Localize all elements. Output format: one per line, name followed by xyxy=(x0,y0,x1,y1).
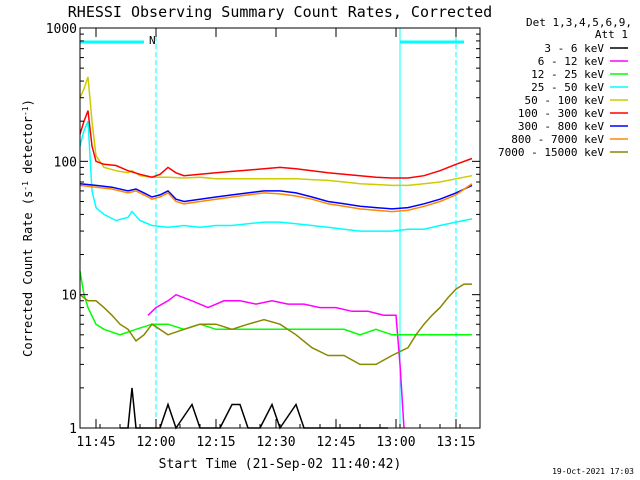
y-axis-label-sup1: -1 xyxy=(21,181,30,191)
series-line-7 xyxy=(79,183,473,213)
y-tick-label-1: 10 xyxy=(61,289,77,304)
x-tick-label-1: 12:00 xyxy=(136,435,175,450)
attenuator-flag: N xyxy=(149,34,156,47)
legend-label-7: 800 - 7000 keV xyxy=(511,133,604,146)
legend-label-2: 12 - 25 keV xyxy=(531,68,604,81)
y-axis: 1 10 100 1000 xyxy=(46,22,480,437)
series-line-3 xyxy=(79,120,473,232)
x-tick-label-6: 13:15 xyxy=(436,435,475,450)
legend-label-1: 6 - 12 keV xyxy=(538,55,605,68)
y-axis-label-mid: detector xyxy=(21,116,35,181)
x-axis-label: Start Time (21-Sep-02 11:40:42) xyxy=(159,457,402,472)
legend-label-4: 50 - 100 keV xyxy=(525,94,605,107)
x-axis: 11:45 12:00 12:15 12:30 12:45 13:00 13:15 xyxy=(76,28,481,450)
y-axis-label-sup2: -1 xyxy=(21,106,30,116)
legend-label-3: 25 - 50 keV xyxy=(531,81,604,94)
legend-label-8: 7000 - 15000 keV xyxy=(498,146,604,159)
series-line-1 xyxy=(147,293,405,429)
x-tick-label-5: 13:00 xyxy=(376,435,415,450)
x-tick-label-2: 12:15 xyxy=(196,435,235,450)
series-line-5 xyxy=(79,110,473,179)
x-tick-label-0: 11:45 xyxy=(76,435,115,450)
plot-area: N xyxy=(79,27,481,430)
legend-header-1: Det 1,3,4,5,6,9, xyxy=(526,16,632,29)
y-axis-label-end: ) xyxy=(21,99,35,106)
legend-label-0: 3 - 6 keV xyxy=(544,42,604,55)
y-axis-label-main: Corrected Count Rate (s xyxy=(21,191,35,357)
series-line-8 xyxy=(79,283,472,366)
series-line-4 xyxy=(79,76,473,187)
y-tick-label-3: 1000 xyxy=(46,22,77,37)
plot-frame xyxy=(79,27,481,429)
legend-label-5: 100 - 300 keV xyxy=(518,107,604,120)
series-line-2 xyxy=(79,271,472,336)
x-tick-label-3: 12:30 xyxy=(256,435,295,450)
series-line-6 xyxy=(79,182,473,210)
y-tick-label-0: 1 xyxy=(69,422,77,437)
x-tick-label-4: 12:45 xyxy=(316,435,355,450)
chart-title: RHESSI Observing Summary Count Rates, Co… xyxy=(68,3,492,21)
y-axis-label: Corrected Count Rate (s-1 detector-1) xyxy=(21,99,36,357)
y-tick-label-2: 100 xyxy=(54,155,77,170)
legend-header-2: Att 1 xyxy=(595,28,628,41)
timestamp: 19-Oct-2021 17:03 xyxy=(552,467,634,476)
series-line-0 xyxy=(120,387,388,430)
legend-label-6: 300 - 800 keV xyxy=(518,120,604,133)
